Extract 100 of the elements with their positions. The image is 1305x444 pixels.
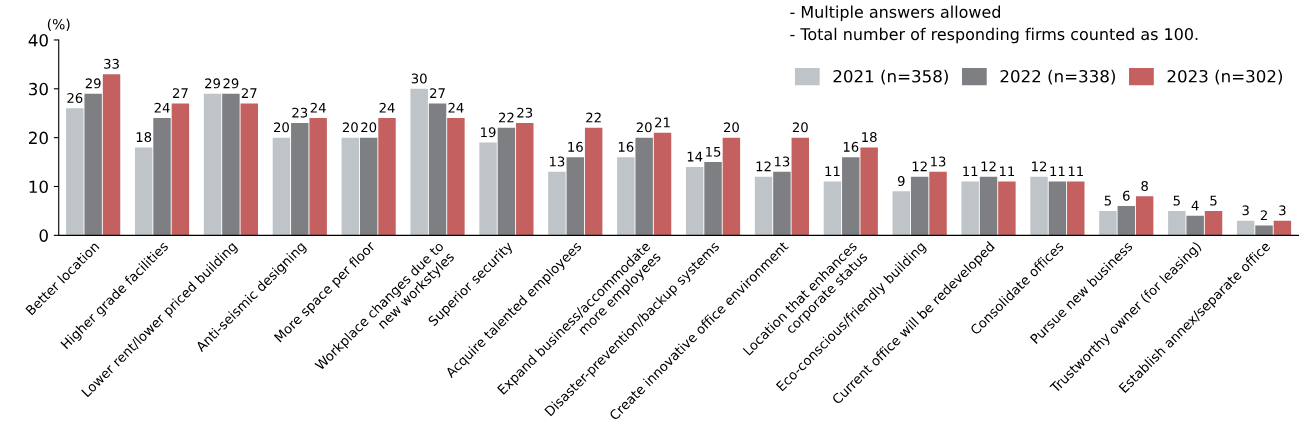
data-label: 15 <box>706 146 721 157</box>
data-label: 13 <box>931 156 946 167</box>
data-label: 23 <box>517 107 533 118</box>
y-tick-label: 10 <box>29 180 48 194</box>
data-label: 20 <box>342 122 358 133</box>
bar <box>1204 210 1223 236</box>
data-label: 13 <box>549 156 565 167</box>
data-label: 24 <box>448 102 464 113</box>
bar <box>516 122 534 236</box>
data-label: 24 <box>154 102 170 113</box>
data-label: 11 <box>1068 166 1083 177</box>
data-label: 18 <box>862 132 877 143</box>
data-label: 5 <box>1104 195 1111 206</box>
bar <box>1135 196 1154 236</box>
data-label: 22 <box>498 112 514 123</box>
legend-label: 2021 (n=358) <box>833 69 948 85</box>
bar <box>635 137 653 236</box>
bar <box>685 166 704 236</box>
bar <box>1030 176 1048 236</box>
y-tick-label: 0 <box>39 229 48 242</box>
bar <box>1099 210 1117 236</box>
bar <box>1255 225 1273 236</box>
bar <box>754 176 773 236</box>
bar <box>1236 220 1255 236</box>
bar <box>892 191 911 236</box>
data-label: 29 <box>223 78 239 89</box>
data-label: 12 <box>981 161 996 172</box>
bar <box>359 137 378 236</box>
data-label: 24 <box>379 102 395 113</box>
bar <box>291 122 309 236</box>
legend-label: 2023 (n=302) <box>1167 69 1283 85</box>
data-label: 26 <box>67 93 83 103</box>
data-label: 11 <box>1050 166 1065 177</box>
bar <box>548 171 566 236</box>
data-label: 16 <box>843 141 859 152</box>
data-label: 3 <box>1242 205 1249 216</box>
data-label: 27 <box>241 88 257 98</box>
data-label: 16 <box>568 141 583 152</box>
bar <box>704 162 722 236</box>
bar <box>341 137 360 236</box>
data-label: 20 <box>792 122 808 133</box>
legend-label: 2022 (n=338) <box>1000 69 1115 85</box>
bar <box>979 176 998 236</box>
data-label: 27 <box>172 88 188 98</box>
data-label: 9 <box>897 176 905 187</box>
y-tick-label: 30 <box>29 82 48 96</box>
bar <box>497 127 516 236</box>
bar <box>773 171 791 236</box>
bar <box>222 93 240 236</box>
bar <box>1048 181 1067 236</box>
bar <box>240 103 258 236</box>
data-label: 27 <box>430 88 445 98</box>
bar <box>1168 210 1186 236</box>
data-label: 20 <box>361 122 377 133</box>
bar <box>66 108 84 236</box>
bar <box>961 181 979 236</box>
bar <box>823 181 842 236</box>
bar <box>102 74 121 236</box>
data-label: 29 <box>205 78 221 89</box>
data-label: 8 <box>1141 180 1148 191</box>
bar <box>272 137 291 236</box>
y-tick-label: 40 <box>28 33 48 47</box>
bar <box>929 171 947 236</box>
data-label: 21 <box>655 117 670 128</box>
bar <box>428 103 447 236</box>
bar <box>309 118 327 236</box>
data-label: 11 <box>999 166 1015 177</box>
bar <box>791 137 809 236</box>
data-label: 2 <box>1260 210 1267 221</box>
bar <box>1117 206 1136 236</box>
data-label: 23 <box>292 107 308 118</box>
bar <box>171 103 190 236</box>
data-label: 12 <box>756 161 771 172</box>
bar <box>653 132 672 236</box>
data-label: 19 <box>481 127 496 138</box>
data-label: 4 <box>1191 200 1199 211</box>
data-label: 22 <box>586 112 601 123</box>
data-label: 24 <box>310 102 326 113</box>
y-tick-label: 20 <box>29 131 48 145</box>
data-label: 3 <box>1279 205 1286 216</box>
data-label: 5 <box>1173 195 1180 206</box>
bar <box>410 88 428 236</box>
annotation: - Total number of responding firms counted as 100. <box>790 27 1198 44</box>
data-label: 14 <box>687 151 703 162</box>
data-label: 33 <box>104 58 119 69</box>
bar <box>1273 220 1292 236</box>
data-label: 18 <box>136 132 152 143</box>
y-axis-title: (%) <box>47 18 70 32</box>
data-label: 30 <box>411 73 427 84</box>
data-label: 16 <box>618 141 634 152</box>
data-label: 20 <box>273 122 289 133</box>
text: - Multiple answers allowed <box>790 5 1000 22</box>
bar <box>1067 181 1085 236</box>
bar <box>722 137 741 236</box>
data-label: 13 <box>774 156 790 167</box>
bar <box>203 93 222 236</box>
bar <box>617 157 635 236</box>
bar <box>84 93 102 236</box>
data-label: 12 <box>1032 161 1047 172</box>
data-label: 6 <box>1123 190 1130 201</box>
